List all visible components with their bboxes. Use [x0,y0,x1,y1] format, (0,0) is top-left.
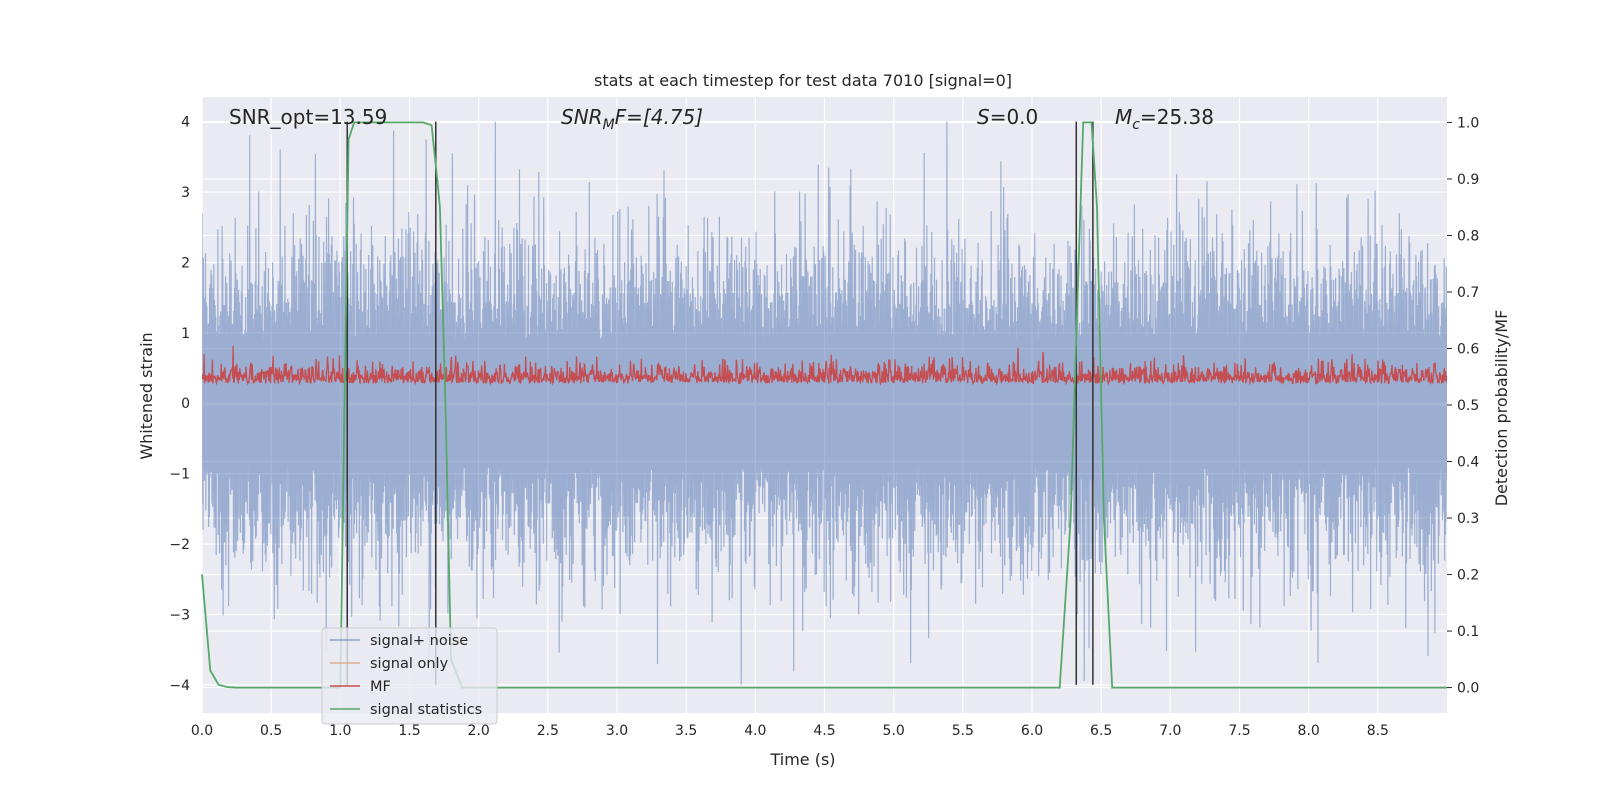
snr-mf-sub: M [603,117,615,133]
x-tick-label: 1.5 [398,723,420,739]
y2-axis-label: Detection probability/MF [1492,310,1511,507]
y2-tick-label: 0.2 [1457,568,1479,584]
series-signal-statistics [201,121,1447,689]
annotation-snr-mf: SNRMF=[4.75] [561,105,703,133]
x-axis-label: Time (s) [769,750,835,769]
y2-tick-label: 0.5 [1457,398,1479,414]
y-tick-label: −2 [169,537,190,553]
x-tick-label: 5.5 [952,723,974,739]
legend: signal+ noise signal only MF signal stat… [321,627,498,725]
snr-mf-label: SNR [561,105,603,129]
x-tick-label: 4.5 [813,723,835,739]
noise-trace [202,121,1447,685]
x-axis-ticks: 0.0 0.5 1.0 1.5 2.0 2.5 3.0 3.5 4.0 4.5 5.0 5.5 6.0 6… [191,723,1389,739]
legend-label-signal-noise: signal+ noise [370,633,468,649]
signal-statistics-trace [201,121,1447,689]
x-tick-label: 0.5 [260,723,282,739]
y-axis-label: Whitened strain [137,332,156,459]
y-tick-label: 2 [181,255,190,271]
y2-tick-label: 0.8 [1457,228,1479,244]
y2-axis-ticks: 1.0 0.9 0.8 0.7 0.6 0.5 0.4 0.3 0.2 0.1 0.0 [1447,115,1479,697]
x-tick-label: 7.0 [1159,723,1181,739]
x-tick-label: 5.0 [883,723,905,739]
y-tick-label: 1 [181,326,190,342]
annotation-snr-opt: SNR_opt=13.59 [229,105,387,129]
annotation-s: S=0.0 [977,105,1038,129]
mf-trace [202,345,1447,386]
y2-tick-label: 0.3 [1457,511,1479,527]
x-tick-label: 7.5 [1228,723,1250,739]
y-axis-ticks: 4 3 2 1 0 −1 −2 −3 −4 [169,115,190,694]
mc-sub: c [1132,117,1140,133]
x-tick-label: 6.5 [1090,723,1112,739]
x-tick-label: 2.5 [537,723,559,739]
x-tick-label: 2.0 [468,723,490,739]
snr-mf-value: F=[4.75] [615,105,703,129]
x-tick-label: 4.0 [744,723,766,739]
y2-tick-label: 0.9 [1457,172,1479,188]
y-tick-label: −3 [169,607,190,623]
legend-label-mf: MF [370,679,391,695]
y-tick-label: −1 [169,467,190,483]
y-tick-label: 4 [181,115,190,131]
s-value: =0.0 [990,105,1039,129]
mc-label: M [1115,105,1132,129]
y2-tick-label: 0.4 [1457,455,1479,471]
x-tick-label: 6.0 [1021,723,1043,739]
legend-box [321,627,498,725]
mc-value: =25.38 [1140,105,1214,129]
y2-tick-label: 0.0 [1457,681,1479,697]
s-label: S [977,105,990,129]
x-tick-label: 3.5 [675,723,697,739]
x-tick-label: 8.0 [1298,723,1320,739]
y2-tick-label: 0.6 [1457,341,1479,357]
legend-label-signal-only: signal only [370,656,449,672]
series-signal-noise [202,121,1447,685]
x-tick-label: 1.0 [329,723,351,739]
y2-tick-label: 0.7 [1457,285,1479,301]
x-tick-label: 8.5 [1367,723,1389,739]
annotation-mc: Mc=25.38 [1115,105,1214,133]
x-tick-label: 3.0 [606,723,628,739]
x-tick-label: 0.0 [191,723,213,739]
y-tick-label: 0 [181,396,190,412]
y-tick-label: 3 [181,185,190,201]
legend-label-signal-statistics: signal statistics [370,702,482,718]
y2-tick-label: 1.0 [1457,115,1479,131]
chart-title: stats at each timestep for test data 701… [594,71,1012,90]
series-mf [202,345,1447,386]
y-tick-label: −4 [169,678,190,694]
y2-tick-label: 0.1 [1457,624,1479,640]
